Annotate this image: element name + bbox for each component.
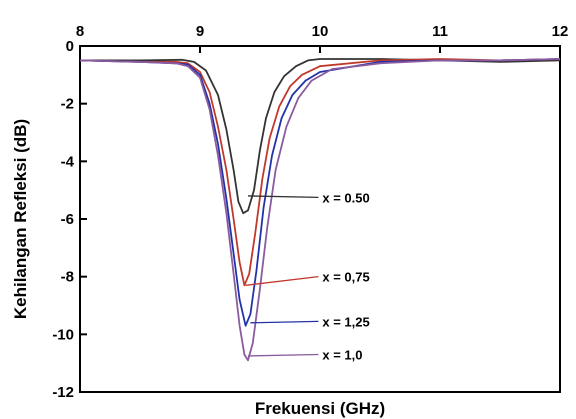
annotation-layer: x = 0.50 x = 0,75 x = 1,25 x = 1,0 [245, 190, 370, 363]
x-tick-label: 12 [552, 23, 569, 40]
annotation-leader [250, 320, 319, 324]
x-axis: 8 9 10 11 12 [76, 23, 569, 53]
plot-frame [79, 45, 561, 393]
series-line-2 [79, 58, 561, 287]
y-tick-label: -12 [52, 384, 74, 401]
x-tick-label: 11 [432, 23, 448, 40]
y-tick-label: -2 [61, 96, 74, 113]
x-tick-label: 10 [312, 23, 329, 40]
annotation-label: x = 0,75 [322, 270, 369, 285]
y-tick-label: 0 [66, 38, 74, 55]
y-tick-label: -6 [61, 211, 74, 228]
annotation-leader [247, 353, 319, 357]
y-tick-label: -8 [61, 269, 74, 286]
annotation-leader [245, 276, 319, 286]
y-tick-label: -4 [61, 153, 75, 170]
annotation-label: x = 1,0 [322, 348, 362, 363]
annotation-leader [247, 195, 319, 199]
x-axis-title: Frekuensi (GHz) [255, 399, 385, 418]
series-layer [79, 58, 561, 362]
y-axis-title: Kehilangan Refleksi (dB) [11, 119, 30, 319]
annotation-label: x = 1,25 [322, 314, 369, 329]
y-tick-label: -10 [52, 326, 74, 343]
annotation-label: x = 0.50 [322, 190, 369, 205]
x-tick-label: 8 [76, 23, 84, 40]
series-line-1 [80, 58, 561, 215]
x-tick-label: 9 [196, 23, 204, 40]
series-line-4 [79, 58, 561, 362]
y-axis: 0 -2 -4 -6 -8 -10 -12 [52, 38, 87, 401]
